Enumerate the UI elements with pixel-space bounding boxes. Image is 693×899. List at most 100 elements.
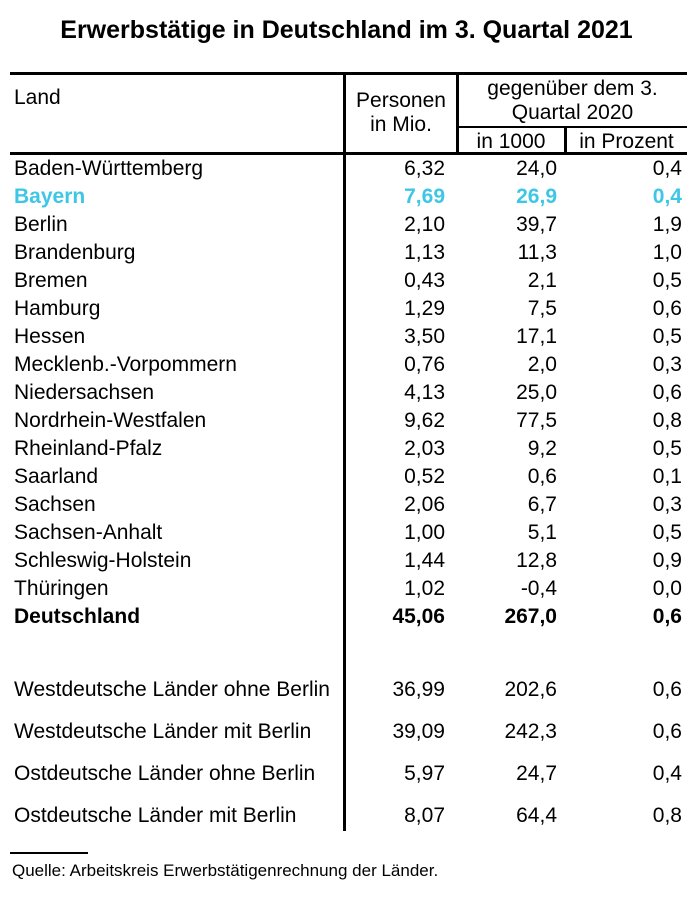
cell-in-prozent: 0,6 <box>652 381 682 404</box>
cell-personen-mio: 7,69 <box>404 185 445 208</box>
table-row: Westdeutsche Länder ohne Berlin 36,99 202,… <box>10 669 687 711</box>
cell-in-1000: 9,2 <box>527 437 557 460</box>
cell-land: Deutschland <box>14 605 141 628</box>
table-top-rule <box>10 72 687 75</box>
cell-in-prozent: 1,0 <box>652 241 682 264</box>
column-header-gegenueber-line1: gegenüber dem 3. <box>487 77 658 100</box>
cell-land: Schleswig-Holstein <box>14 549 192 572</box>
cell-land: Nordrhein-Westfalen <box>14 409 207 432</box>
column-header-personen-line2: in Mio. <box>370 113 432 136</box>
subheader-divider-rule <box>456 126 687 128</box>
column-header-in-1000: in 1000 <box>476 130 546 153</box>
cell-land: Bayern <box>14 185 86 208</box>
cell-in-1000: 12,8 <box>516 549 557 572</box>
cell-personen-mio: 39,09 <box>392 720 445 743</box>
cell-in-1000: 39,7 <box>516 213 557 236</box>
table-row: Saarland 0,52 0,6 0,1 <box>10 463 687 491</box>
cell-personen-mio: 6,32 <box>404 157 445 180</box>
cell-in-1000: 0,6 <box>527 465 557 488</box>
cell-in-1000: 242,3 <box>504 720 557 743</box>
cell-in-1000: 267,0 <box>504 605 557 628</box>
table-row: Baden-Württemberg 6,32 24,0 0,4 <box>10 155 687 183</box>
table-row: Sachsen 2,06 6,7 0,3 <box>10 491 687 519</box>
cell-land: Ostdeutsche Länder ohne Berlin <box>14 762 316 785</box>
cell-land: Sachsen-Anhalt <box>14 521 163 544</box>
cell-land: Niedersachsen <box>14 381 155 404</box>
cell-in-prozent: 1,9 <box>652 213 682 236</box>
cell-personen-mio: 8,07 <box>404 804 445 827</box>
cell-in-1000: -0,4 <box>520 577 557 600</box>
table-header-bottom-rule <box>10 152 687 155</box>
cell-in-1000: 25,0 <box>516 381 557 404</box>
cell-land: Rheinland-Pfalz <box>14 437 163 460</box>
cell-land: Westdeutsche Länder mit Berlin <box>14 720 312 743</box>
cell-personen-mio: 36,99 <box>392 678 445 701</box>
table-row: Westdeutsche Länder mit Berlin 39,09 242,3… <box>10 711 687 753</box>
cell-personen-mio: 0,52 <box>404 465 445 488</box>
cell-in-1000: 202,6 <box>504 678 557 701</box>
cell-personen-mio: 2,10 <box>404 213 445 236</box>
cell-in-prozent: 0,8 <box>652 409 682 432</box>
column-header-gegenueber-line2: Quartal 2020 <box>511 101 634 124</box>
cell-land: Saarland <box>14 465 99 488</box>
cell-in-1000: 5,1 <box>527 521 557 544</box>
cell-in-prozent: 0,4 <box>652 157 682 180</box>
cell-land: Hessen <box>14 325 86 348</box>
cell-in-prozent: 0,6 <box>652 678 682 701</box>
cell-personen-mio: 1,13 <box>404 241 445 264</box>
cell-in-1000: 24,7 <box>516 762 557 785</box>
cell-personen-mio: 5,97 <box>404 762 445 785</box>
cell-in-1000: 64,4 <box>516 804 557 827</box>
cell-in-1000: 2,1 <box>527 269 557 292</box>
cell-in-1000: 7,5 <box>527 297 557 320</box>
table-row: Ostdeutsche Länder mit Berlin 8,07 64,4 0,8 <box>10 795 687 837</box>
cell-personen-mio: 3,50 <box>404 325 445 348</box>
cell-in-1000: 11,3 <box>517 241 557 264</box>
cell-land: Ostdeutsche Länder mit Berlin <box>14 804 297 827</box>
table-body: Baden-Württemberg 6,32 24,0 0,4 Bayern 7,69 26… <box>10 155 687 837</box>
cell-personen-mio: 45,06 <box>392 605 445 628</box>
column-header-gegenueber: gegenüber dem 3. Quartal 2020 <box>458 77 687 125</box>
cell-in-1000: 24,0 <box>516 157 557 180</box>
table-row: Bremen 0,43 2,1 0,5 <box>10 267 687 295</box>
cell-in-prozent: 0,5 <box>652 269 682 292</box>
cell-in-1000: 26,9 <box>516 185 557 208</box>
table-row: Thüringen 1,02 -0,4 0,0 <box>10 575 687 603</box>
table-row: Brandenburg 1,13 11,3 1,0 <box>10 239 687 267</box>
cell-personen-mio: 4,13 <box>404 381 445 404</box>
cell-land: Bremen <box>14 269 88 292</box>
table-row: Berlin 2,10 39,7 1,9 <box>10 211 687 239</box>
cell-land: Thüringen <box>14 577 109 600</box>
cell-in-prozent: 0,0 <box>652 577 682 600</box>
table-row: Deutschland 45,06 267,0 0,6 <box>10 603 687 631</box>
cell-in-prozent: 0,3 <box>652 493 682 516</box>
cell-personen-mio: 2,03 <box>404 437 445 460</box>
cell-personen-mio: 0,76 <box>404 353 445 376</box>
cell-in-prozent: 0,5 <box>652 437 682 460</box>
cell-land: Sachsen <box>14 493 96 516</box>
page-title: Erwerbstätige in Deutschland im 3. Quart… <box>60 16 633 44</box>
cell-personen-mio: 1,00 <box>404 521 445 544</box>
cell-in-1000: 77,5 <box>516 409 557 432</box>
table-row: Hessen 3,50 17,1 0,5 <box>10 323 687 351</box>
cell-personen-mio: 1,44 <box>404 549 445 572</box>
table-row: Ostdeutsche Länder ohne Berlin 5,97 24,7 0,… <box>10 753 687 795</box>
cell-land: Brandenburg <box>14 241 136 264</box>
table-row: Hamburg 1,29 7,5 0,6 <box>10 295 687 323</box>
table-section-spacer <box>10 631 687 669</box>
cell-in-prozent: 0,5 <box>652 521 682 544</box>
column-header-land: Land <box>14 86 61 109</box>
cell-in-prozent: 0,6 <box>652 297 682 320</box>
cell-land: Berlin <box>14 213 68 236</box>
cell-in-prozent: 0,4 <box>652 762 682 785</box>
cell-in-prozent: 0,6 <box>652 605 682 628</box>
footnote-rule <box>10 852 88 854</box>
cell-in-1000: 17,1 <box>516 325 557 348</box>
cell-in-1000: 6,7 <box>527 493 557 516</box>
table-row: Rheinland-Pfalz 2,03 9,2 0,5 <box>10 435 687 463</box>
personen-column-divider <box>456 72 459 155</box>
cell-personen-mio: 2,06 <box>404 493 445 516</box>
cell-in-prozent: 0,3 <box>652 353 682 376</box>
cell-in-prozent: 0,9 <box>652 549 682 572</box>
